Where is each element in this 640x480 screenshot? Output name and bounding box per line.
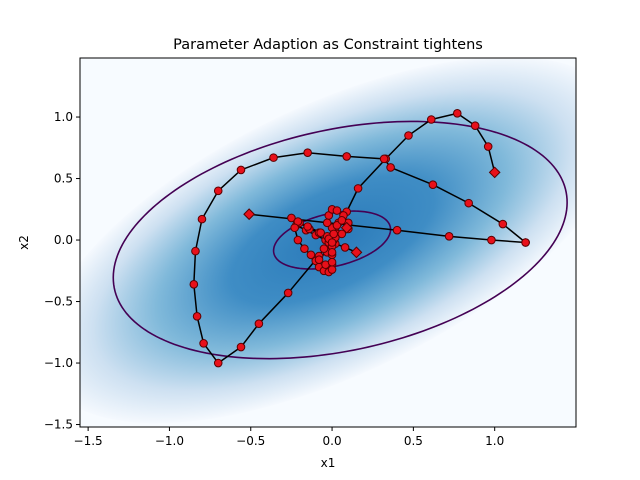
trajectory-2-point bbox=[283, 288, 293, 298]
trajectory-2-point bbox=[236, 342, 246, 352]
trajectory-2-point bbox=[213, 186, 223, 196]
trajectory-3-point bbox=[322, 218, 332, 228]
x-axis-label: x1 bbox=[321, 456, 336, 470]
trajectory-3-point bbox=[316, 228, 325, 237]
trajectory-3-point bbox=[327, 238, 337, 247]
trajectory-2-point bbox=[254, 319, 264, 328]
trajectory-2-point bbox=[404, 131, 413, 140]
trajectory-3-point bbox=[327, 257, 337, 267]
trajectory-3-point bbox=[306, 250, 316, 260]
trajectory-2-point bbox=[189, 280, 199, 289]
trajectory-2-point bbox=[303, 148, 312, 158]
trajectory-2-point bbox=[470, 121, 480, 130]
contour-outer bbox=[112, 120, 568, 360]
trajectory-2-point bbox=[483, 142, 493, 151]
trajectory-2-point bbox=[199, 339, 208, 348]
y-axis: −1.5 −1.0 −0.5 0.0 0.5 1.0 bbox=[44, 110, 80, 432]
trajectory-2-point bbox=[452, 109, 462, 118]
trajectory-3-point bbox=[287, 213, 296, 223]
y-tick-label: 0.5 bbox=[54, 172, 73, 186]
trajectory-2-point bbox=[192, 312, 202, 321]
trajectory-3-point bbox=[337, 229, 347, 239]
trajectory-3-point bbox=[327, 265, 337, 274]
plot-frame bbox=[79, 57, 577, 428]
trajectory-3-point bbox=[319, 244, 329, 253]
x-tick-label: 0.0 bbox=[323, 434, 342, 448]
trajectory-3-point bbox=[303, 222, 312, 231]
trajectory-3-endpoint-marker bbox=[350, 246, 363, 259]
trajectory-2-endpoint-marker bbox=[488, 166, 501, 179]
trajectory-1-endpoint-marker bbox=[243, 208, 256, 221]
trajectory-3-point bbox=[340, 243, 350, 252]
trajectory-1-point bbox=[444, 232, 454, 241]
trajectory-2-point bbox=[342, 152, 352, 161]
trajectory-2-point bbox=[464, 198, 473, 208]
y-tick-label: 1.0 bbox=[54, 110, 73, 124]
trajectory-2-point bbox=[197, 214, 207, 224]
trajectory-3-point bbox=[332, 206, 342, 215]
trajectory-3-point bbox=[337, 216, 347, 225]
trajectory-2-point bbox=[379, 154, 389, 164]
trajectory-3-point bbox=[290, 223, 299, 233]
trajectory-3-point bbox=[293, 235, 303, 245]
x-tick-label: 0.5 bbox=[404, 434, 423, 448]
trajectory-2-point bbox=[498, 219, 508, 229]
x-axis: −1.5 −1.0 −0.5 0.0 0.5 1.0 bbox=[74, 427, 504, 448]
trajectory-2-point bbox=[428, 180, 438, 189]
trajectory-1-point bbox=[487, 235, 496, 245]
x-tick-label: 1.0 bbox=[485, 434, 504, 448]
trajectory-2-point bbox=[426, 115, 436, 124]
trajectory-2-point bbox=[236, 165, 246, 175]
trajectory-2-point bbox=[269, 153, 278, 162]
trajectory-3-point bbox=[300, 244, 309, 253]
x-tick-label: −1.0 bbox=[155, 434, 184, 448]
trajectory-2-point bbox=[191, 246, 200, 256]
trajectory-3-endpoint-marker bbox=[340, 221, 353, 234]
trajectory-2-point bbox=[386, 163, 395, 172]
x-tick-label: −0.5 bbox=[236, 434, 265, 448]
y-tick-label: −1.0 bbox=[44, 356, 73, 370]
trajectory-2-point bbox=[521, 238, 530, 247]
x-tick-label: −1.5 bbox=[74, 434, 103, 448]
trajectory-2-point bbox=[353, 184, 363, 193]
y-tick-label: −1.5 bbox=[44, 418, 73, 432]
trajectory-3-point bbox=[327, 248, 337, 257]
y-axis-label: x2 bbox=[17, 235, 31, 250]
trajectory-markers bbox=[189, 109, 530, 368]
y-tick-label: −0.5 bbox=[44, 295, 73, 309]
trajectory-3-point bbox=[314, 255, 324, 265]
trajectory-1-point bbox=[392, 225, 402, 235]
chart-title: Parameter Adaption as Constraint tighten… bbox=[173, 37, 483, 53]
trajectory-2-point bbox=[213, 358, 223, 368]
trajectory-3-point bbox=[329, 229, 338, 239]
y-tick-label: 0.0 bbox=[54, 233, 73, 247]
